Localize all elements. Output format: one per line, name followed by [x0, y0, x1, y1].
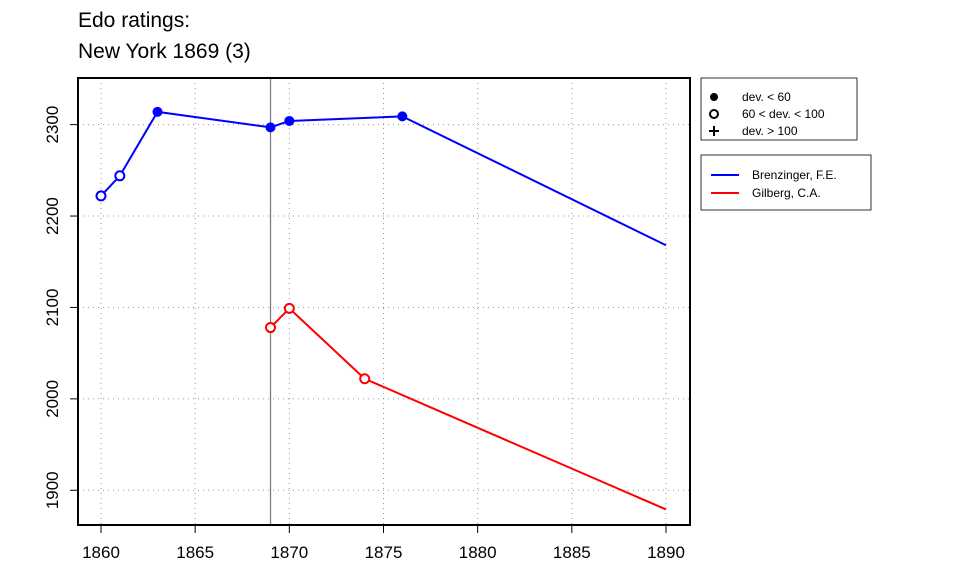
- chart-title-line-1: Edo ratings:: [78, 9, 191, 32]
- data-point: [265, 122, 276, 133]
- y-tick-label: 2000: [43, 380, 62, 418]
- y-tick-label: 2300: [43, 106, 62, 144]
- data-point: [152, 106, 163, 117]
- series-group: [95, 106, 667, 511]
- data-point: [397, 111, 408, 122]
- grid-lines: [78, 78, 690, 525]
- symbol-legend-label: dev. > 100: [742, 124, 798, 138]
- x-tick-label: 1875: [365, 543, 403, 562]
- legend-filled-circle-icon: [710, 93, 718, 101]
- data-point: [284, 115, 295, 126]
- legend: dev. < 60 60 < dev. < 100 dev. > 100 Brenzi…: [700, 77, 872, 211]
- data-point: [359, 373, 371, 385]
- series-legend-box: [700, 154, 872, 211]
- x-tick-label: 1860: [82, 543, 120, 562]
- symbol-legend-box: [700, 77, 858, 141]
- x-tick-label: 1885: [553, 543, 591, 562]
- plot-border: [77, 77, 691, 526]
- legend-plus-icon: [709, 126, 719, 136]
- chart-title-line-2: New York 1869 (3): [78, 40, 251, 63]
- y-tick-label: 1900: [43, 471, 62, 509]
- x-tick-label: 1890: [647, 543, 685, 562]
- y-tick-label: 2200: [43, 197, 62, 235]
- x-tick-label: 1865: [176, 543, 214, 562]
- series-legend-label: Brenzinger, F.E.: [752, 168, 837, 182]
- series-legend-label: Gilberg, C.A.: [752, 186, 821, 200]
- data-point: [95, 190, 107, 202]
- legend-open-circle-icon: [709, 109, 719, 119]
- data-point: [265, 322, 276, 334]
- symbol-legend-label: 60 < dev. < 100: [742, 107, 825, 121]
- x-axis: 1860 1865 1870 1875 1880 1885 1890: [82, 525, 685, 562]
- y-tick-label: 2100: [43, 289, 62, 327]
- data-point: [283, 302, 295, 314]
- symbol-legend-label: dev. < 60: [742, 90, 791, 104]
- data-point: [114, 170, 126, 182]
- x-tick-label: 1880: [459, 543, 497, 562]
- y-axis: 1900 2000 2100 2200 2300: [43, 106, 78, 509]
- x-tick-label: 1870: [270, 543, 308, 562]
- series-line-2: [269, 306, 667, 511]
